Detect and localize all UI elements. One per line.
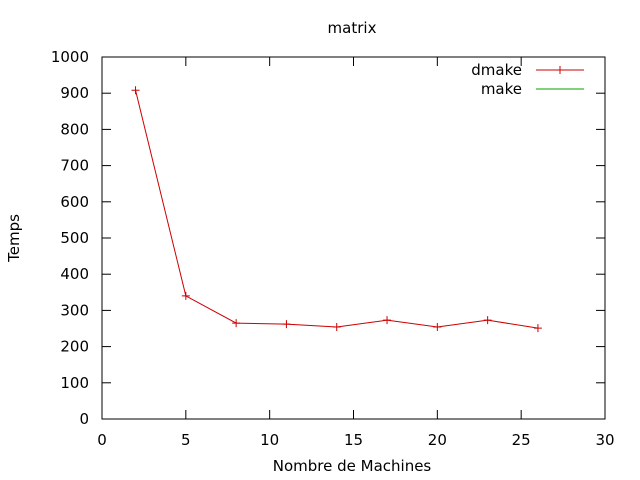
y-tick-label: 0 bbox=[79, 410, 89, 428]
data-point bbox=[232, 319, 241, 328]
data-point bbox=[282, 320, 291, 329]
series-line-dmake bbox=[135, 90, 539, 329]
data-point bbox=[181, 291, 190, 300]
y-axis-label: Temps bbox=[5, 214, 23, 263]
plot-frame bbox=[101, 56, 606, 420]
y-tick-label: 1000 bbox=[51, 48, 89, 66]
data-point bbox=[131, 86, 140, 95]
x-axis-label: Nombre de Machines bbox=[273, 457, 432, 475]
x-tick-label: 15 bbox=[344, 431, 363, 449]
y-tick-label: 300 bbox=[60, 301, 89, 319]
x-tick-label: 10 bbox=[260, 431, 279, 449]
y-tick-label: 600 bbox=[60, 193, 89, 211]
y-tick-label: 500 bbox=[60, 229, 89, 247]
legend-marker-dmake bbox=[556, 66, 564, 74]
data-point bbox=[483, 316, 492, 325]
data-point bbox=[332, 323, 341, 332]
y-tick-label: 800 bbox=[60, 120, 89, 138]
x-tick-label: 30 bbox=[595, 431, 614, 449]
legend-label-dmake: dmake bbox=[471, 61, 522, 79]
data-point bbox=[383, 316, 392, 325]
y-tick-label: 400 bbox=[60, 265, 89, 283]
y-axis-ticks: 0 100 200 300 400 500 600 700 800 900 1000 bbox=[51, 48, 605, 428]
x-tick-label: 20 bbox=[428, 431, 447, 449]
x-tick-label: 25 bbox=[512, 431, 531, 449]
data-point bbox=[433, 323, 442, 332]
y-tick-label: 200 bbox=[60, 338, 89, 356]
y-tick-label: 700 bbox=[60, 157, 89, 175]
y-tick-label: 900 bbox=[60, 84, 89, 102]
data-point bbox=[533, 324, 542, 333]
series-layer bbox=[131, 86, 542, 333]
x-tick-label: 0 bbox=[97, 431, 107, 449]
chart-title: matrix bbox=[328, 19, 377, 37]
x-tick-label: 5 bbox=[181, 431, 191, 449]
legend-label-make: make bbox=[481, 80, 522, 98]
y-tick-label: 100 bbox=[60, 374, 89, 392]
